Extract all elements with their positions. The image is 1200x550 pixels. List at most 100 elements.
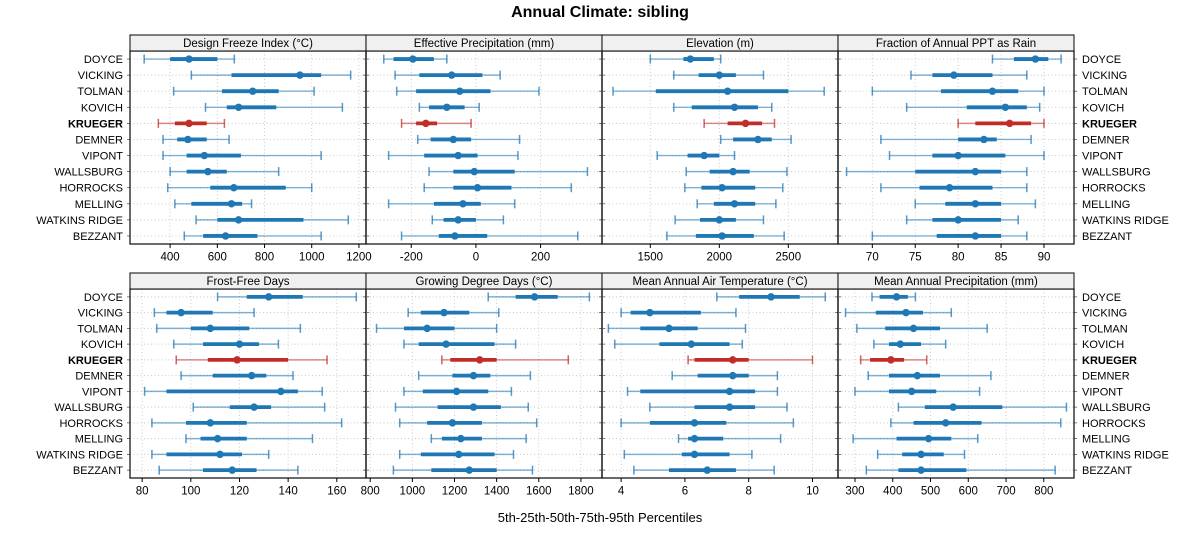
median-dot — [917, 466, 925, 474]
panel-strip — [837, 34, 1075, 52]
station-label-right: WATKINS RIDGE — [1082, 449, 1169, 461]
median-dot — [206, 419, 214, 427]
percentile-interval-kovich — [403, 339, 517, 349]
x-tick-label: 1400 — [484, 486, 510, 498]
panel-strip-title: Mean Annual Precipitation (mm) — [874, 276, 1038, 288]
percentile-interval-demner — [671, 371, 779, 381]
x-tick-label: 800 — [1034, 486, 1053, 498]
panel-frost-free-days: 80 100 120 140 160 Frost-Free Days DOYCE VICKIN… — [36, 272, 369, 498]
median-dot — [892, 293, 901, 301]
percentile-interval-doyce — [991, 54, 1062, 64]
median-dot — [950, 71, 958, 79]
median-dot — [200, 151, 209, 160]
median-dot — [227, 200, 236, 208]
x-tick-label: 120 — [230, 486, 249, 498]
percentile-interval-horrocks — [398, 418, 538, 428]
median-dot — [442, 340, 450, 348]
percentile-interval-watkins-ridge — [623, 449, 753, 459]
median-dot — [184, 135, 192, 144]
percentile-interval-demner — [416, 134, 521, 144]
median-dot — [449, 135, 457, 144]
median-dot — [729, 371, 737, 380]
median-dot — [264, 293, 273, 301]
median-dot — [470, 167, 479, 176]
station-label-right: BEZZANT — [1082, 465, 1132, 477]
station-label-left: KRUEGER — [68, 355, 123, 367]
panel-strip-title: Fraction of Annual PPT as Rain — [876, 38, 1036, 50]
station-label-right: HORROCKS — [1082, 418, 1146, 430]
percentile-interval-doyce — [487, 292, 591, 302]
percentile-interval-bezzant — [400, 231, 579, 241]
percentile-interval-demner — [880, 134, 1032, 144]
station-label-left: DOYCE — [84, 54, 123, 66]
percentile-interval-krueger — [957, 118, 1045, 128]
station-label-left: KRUEGER — [68, 118, 123, 130]
median-dot — [423, 324, 431, 333]
percentile-interval-melling — [174, 199, 253, 209]
median-dot — [909, 324, 918, 333]
station-label-left: WATKINS RIDGE — [36, 449, 123, 461]
median-dot — [448, 419, 457, 427]
percentile-interval-kovich — [173, 339, 280, 349]
percentile-interval-tolman — [607, 323, 747, 333]
percentile-interval-krueger — [400, 118, 472, 128]
station-label-left: KOVICH — [81, 102, 123, 114]
percentile-interval-watkins-ridge — [674, 215, 765, 225]
station-label-right: HORROCKS — [1082, 183, 1146, 195]
x-tick-label: 400 — [161, 252, 180, 264]
median-dot — [723, 87, 732, 95]
percentile-interval-wallsburg — [169, 167, 280, 177]
percentile-interval-vicking — [153, 308, 255, 318]
x-tick-label: 8 — [745, 486, 751, 498]
median-dot — [686, 55, 695, 63]
panel-strip-title: Frost-Free Days — [206, 276, 289, 288]
median-dot — [206, 324, 214, 333]
median-dot — [454, 216, 462, 224]
percentile-interval-vipont — [143, 386, 323, 396]
median-dot — [924, 434, 933, 443]
percentile-interval-demner — [162, 134, 230, 144]
percentile-interval-melling — [185, 434, 314, 444]
median-dot — [917, 450, 925, 459]
median-dot — [754, 135, 762, 144]
percentile-interval-horrocks — [167, 183, 313, 193]
percentile-interval-doyce — [716, 292, 826, 302]
median-dot — [690, 450, 699, 459]
median-dot — [422, 119, 430, 128]
x-tick-label: 80 — [136, 486, 149, 498]
x-tick-label: 600 — [208, 252, 227, 264]
station-label-left: VICKING — [78, 308, 123, 320]
percentile-interval-vicking — [394, 70, 501, 80]
percentile-interval-kovich — [673, 102, 773, 112]
percentile-interval-watkins-ridge — [876, 449, 966, 459]
percentile-interval-melling — [387, 199, 516, 209]
station-label-left: VIPONT — [82, 386, 123, 398]
percentile-interval-vicking — [620, 308, 737, 318]
percentile-interval-wallsburg — [428, 167, 589, 177]
percentile-interval-watkins-ridge — [195, 215, 350, 225]
percentile-interval-vipont — [162, 151, 322, 161]
median-dot — [954, 151, 962, 160]
x-tick-label: 75 — [909, 252, 922, 264]
percentile-interval-bezzant — [865, 465, 1056, 475]
percentile-interval-vicking — [407, 308, 500, 318]
median-dot — [185, 55, 193, 63]
percentile-interval-vicking — [844, 308, 953, 318]
percentile-interval-vipont — [656, 151, 736, 161]
x-tick-label: 0 — [473, 252, 479, 264]
station-label-left: TOLMAN — [77, 323, 123, 335]
x-tick-label: 4 — [618, 486, 625, 498]
median-dot — [204, 167, 212, 176]
x-tick-label: 600 — [959, 486, 978, 498]
x-tick-label: 160 — [327, 486, 346, 498]
station-label-right: BEZZANT — [1082, 231, 1132, 243]
panel-strip-title: Design Freeze Index (°C) — [183, 38, 313, 50]
median-dot — [250, 403, 258, 411]
median-dot — [980, 135, 988, 144]
median-dot — [447, 71, 456, 79]
percentile-interval-vipont — [387, 151, 519, 161]
x-tick-label: 2000 — [707, 252, 733, 264]
percentile-interval-watkins-ridge — [398, 449, 515, 459]
